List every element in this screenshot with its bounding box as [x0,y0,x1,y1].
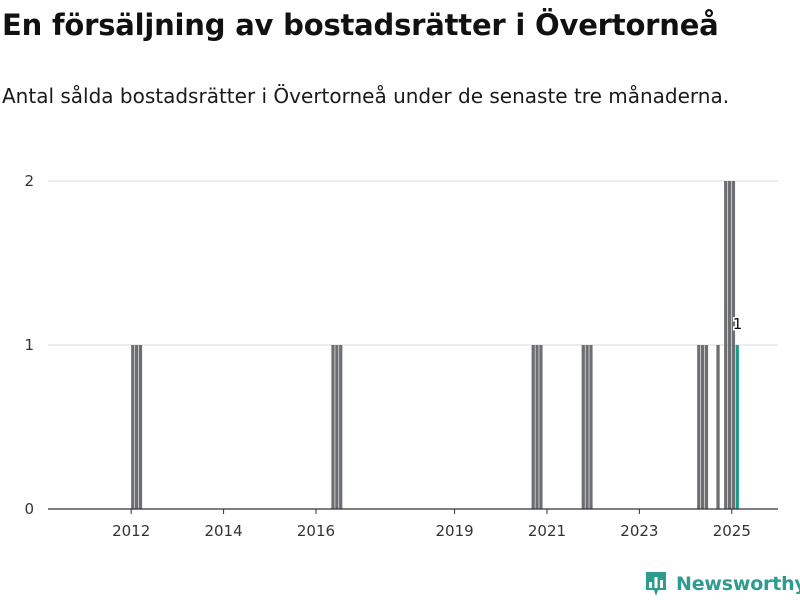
chart-subtitle: Antal sålda bostadsrätter i Övertorneå u… [2,84,730,108]
bar [335,345,339,509]
x-tick-label: 2021 [528,522,566,540]
bar-highlighted [735,345,739,509]
bar [581,345,585,509]
x-tick-label: 2023 [620,522,658,540]
chart-title: En försäljning av bostadsrätter i Överto… [2,8,719,42]
y-tick-label: 1 [24,336,34,354]
x-tick-label: 2016 [297,522,335,540]
data-label: 1 [733,315,743,333]
bar [131,345,135,509]
bar [724,181,728,509]
bars [131,181,739,509]
bar [704,345,709,509]
newsworthy-chart-icon [646,572,666,596]
brand-name: Newsworthy [676,573,800,595]
bar [331,345,335,509]
x-tick-label: 2025 [713,522,751,540]
bar [585,345,589,509]
bar [535,345,539,509]
bar [138,345,143,509]
bar [135,345,139,509]
axes: 0 1 2 2012 2014 2016 2019 2021 2023 2025 [24,172,778,540]
data-labels: 1 [731,314,744,335]
y-tick-label: 0 [24,500,34,518]
bar [731,181,736,509]
bar [716,345,720,509]
gridlines [48,180,778,346]
newsworthy-logo: Newsworthy [644,570,800,598]
bar [697,345,701,509]
bar [531,345,535,509]
bar [539,345,543,509]
bar [701,345,705,509]
bar [589,345,593,509]
x-tick-label: 2012 [112,522,150,540]
x-tick-label: 2014 [204,522,242,540]
bar [727,181,732,509]
y-tick-label: 2 [24,172,34,190]
x-tick-label: 2019 [435,522,473,540]
bar [339,345,343,509]
